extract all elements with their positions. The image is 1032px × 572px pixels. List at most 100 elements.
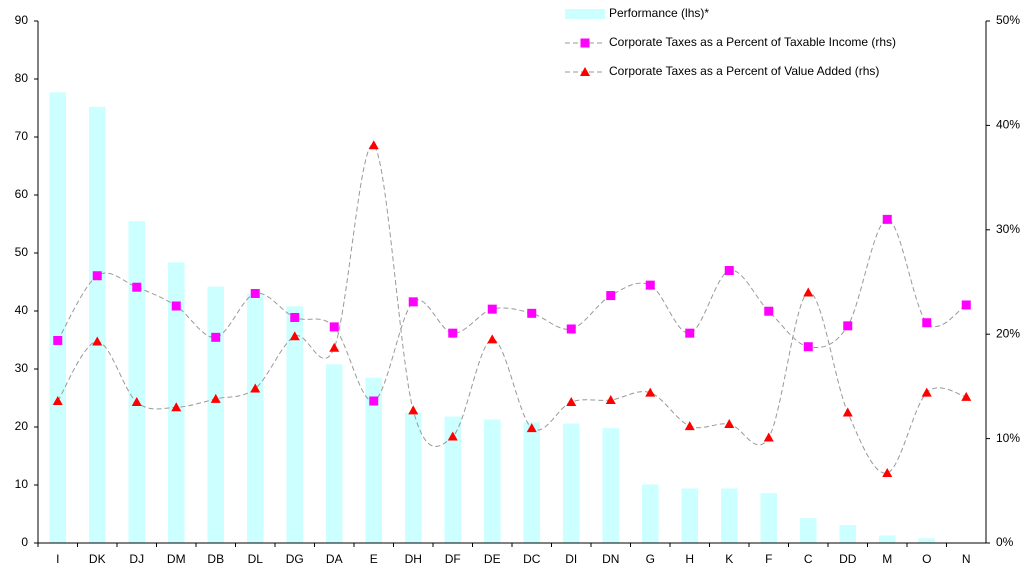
- x-tick-label: DJ: [129, 552, 144, 566]
- y-tick-label: 70: [15, 129, 29, 143]
- bar: [760, 493, 778, 543]
- point: [645, 387, 656, 397]
- x-tick-label: DA: [326, 552, 343, 566]
- x-tick-label: C: [804, 552, 813, 566]
- point: [527, 308, 537, 318]
- x-tick-label: DN: [602, 552, 619, 566]
- legend-marker: [580, 38, 590, 48]
- bar: [641, 484, 659, 543]
- bar: [681, 488, 699, 543]
- point: [487, 334, 498, 344]
- point: [566, 324, 576, 334]
- point: [921, 387, 932, 397]
- bar: [878, 535, 896, 543]
- bar: [365, 377, 383, 543]
- x-tick-label: DF: [445, 552, 461, 566]
- x-tick-label: O: [922, 552, 931, 566]
- x-tick-label: K: [725, 552, 733, 566]
- y2-tick-label: 20%: [996, 326, 1020, 340]
- y2-tick-label: 0%: [996, 535, 1014, 549]
- bar: [88, 106, 106, 543]
- point: [487, 304, 497, 314]
- point: [843, 321, 853, 331]
- point: [92, 271, 102, 281]
- point: [882, 468, 893, 478]
- point: [961, 391, 972, 401]
- y-tick-label: 30: [15, 361, 29, 375]
- x-tick-label: G: [646, 552, 655, 566]
- point: [250, 288, 260, 298]
- point: [131, 397, 142, 407]
- x-tick-label: DD: [839, 552, 857, 566]
- bar: [799, 518, 817, 543]
- bar: [602, 428, 620, 543]
- bar: [483, 419, 501, 543]
- point: [368, 140, 379, 150]
- y-tick-label: 80: [15, 71, 29, 85]
- x-tick-label: DM: [167, 552, 186, 566]
- legend-label: Corporate Taxes as a Percent of Value Ad…: [609, 64, 879, 78]
- x-tick-label: DL: [248, 552, 264, 566]
- legend-swatch: [565, 9, 605, 19]
- y2-tick-label: 40%: [996, 118, 1020, 132]
- point: [132, 282, 142, 292]
- y2-tick-label: 30%: [996, 222, 1020, 236]
- bar: [49, 92, 67, 543]
- x-tick-label: DG: [286, 552, 304, 566]
- bar: [918, 538, 936, 543]
- bar: [523, 422, 541, 543]
- legend-marker: [580, 67, 590, 76]
- point: [171, 402, 182, 412]
- x-tick-label: F: [765, 552, 772, 566]
- point: [685, 328, 695, 338]
- y-tick-label: 0: [21, 535, 28, 549]
- point: [606, 291, 616, 301]
- x-tick-label: DH: [405, 552, 422, 566]
- y-tick-label: 20: [15, 419, 29, 433]
- bar: [325, 364, 343, 543]
- point: [724, 266, 734, 276]
- x-tick-label: DB: [207, 552, 224, 566]
- bar: [128, 221, 146, 543]
- bar: [246, 293, 264, 543]
- point: [763, 432, 774, 442]
- y2-tick-label: 50%: [996, 13, 1020, 27]
- point: [961, 300, 971, 310]
- x-tick-label: H: [685, 552, 694, 566]
- point: [566, 397, 577, 407]
- point: [882, 214, 892, 224]
- legend-label: Performance (lhs)*: [609, 6, 709, 20]
- point: [53, 335, 63, 345]
- x-tick-label: E: [370, 552, 378, 566]
- point: [52, 396, 63, 406]
- point: [290, 312, 300, 322]
- bar: [404, 412, 422, 543]
- y-tick-label: 40: [15, 303, 29, 317]
- point: [764, 306, 774, 316]
- bar: [286, 306, 304, 543]
- legend-label: Corporate Taxes as a Percent of Taxable …: [609, 35, 896, 49]
- point: [329, 342, 340, 352]
- point: [724, 418, 735, 428]
- point: [329, 322, 339, 332]
- point: [645, 280, 655, 290]
- point: [211, 332, 221, 342]
- x-tick-label: DE: [484, 552, 501, 566]
- x-tick-label: DC: [523, 552, 541, 566]
- y2-tick-label: 10%: [996, 431, 1020, 445]
- x-tick-label: N: [962, 552, 971, 566]
- point: [684, 421, 695, 431]
- line: [57, 218, 967, 402]
- x-tick-label: I: [56, 552, 59, 566]
- bar: [444, 416, 462, 543]
- point: [408, 405, 419, 415]
- point: [369, 396, 379, 406]
- y-tick-label: 60: [15, 187, 29, 201]
- bar: [720, 488, 738, 543]
- point: [408, 297, 418, 307]
- bar: [839, 525, 857, 543]
- bar: [207, 286, 225, 543]
- point: [526, 423, 537, 433]
- point: [447, 431, 458, 441]
